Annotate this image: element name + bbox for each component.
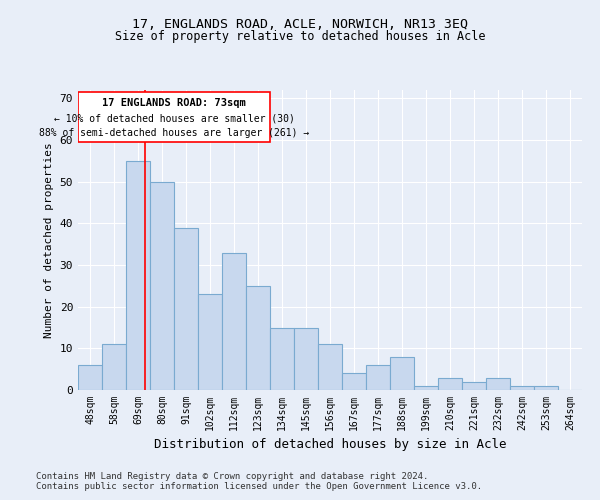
Bar <box>486 378 510 390</box>
Bar <box>246 286 270 390</box>
Text: Contains public sector information licensed under the Open Government Licence v3: Contains public sector information licen… <box>36 482 482 491</box>
Bar <box>342 374 366 390</box>
X-axis label: Distribution of detached houses by size in Acle: Distribution of detached houses by size … <box>154 438 506 452</box>
Text: Contains HM Land Registry data © Crown copyright and database right 2024.: Contains HM Land Registry data © Crown c… <box>36 472 428 481</box>
Bar <box>294 328 318 390</box>
Bar <box>222 252 246 390</box>
Bar <box>78 365 102 390</box>
Text: ← 10% of detached houses are smaller (30): ← 10% of detached houses are smaller (30… <box>53 113 295 123</box>
Bar <box>414 386 438 390</box>
FancyBboxPatch shape <box>78 92 270 142</box>
Bar <box>198 294 222 390</box>
Bar <box>102 344 126 390</box>
Bar <box>438 378 462 390</box>
Bar <box>126 161 150 390</box>
Bar <box>318 344 342 390</box>
Bar <box>390 356 414 390</box>
Bar <box>510 386 534 390</box>
Bar <box>462 382 486 390</box>
Bar <box>150 182 174 390</box>
Y-axis label: Number of detached properties: Number of detached properties <box>44 142 54 338</box>
Text: 88% of semi-detached houses are larger (261) →: 88% of semi-detached houses are larger (… <box>39 128 309 138</box>
Text: Size of property relative to detached houses in Acle: Size of property relative to detached ho… <box>115 30 485 43</box>
Text: 17, ENGLANDS ROAD, ACLE, NORWICH, NR13 3EQ: 17, ENGLANDS ROAD, ACLE, NORWICH, NR13 3… <box>132 18 468 30</box>
Bar <box>366 365 390 390</box>
Bar <box>270 328 294 390</box>
Text: 17 ENGLANDS ROAD: 73sqm: 17 ENGLANDS ROAD: 73sqm <box>102 98 246 108</box>
Bar <box>534 386 558 390</box>
Bar <box>174 228 198 390</box>
